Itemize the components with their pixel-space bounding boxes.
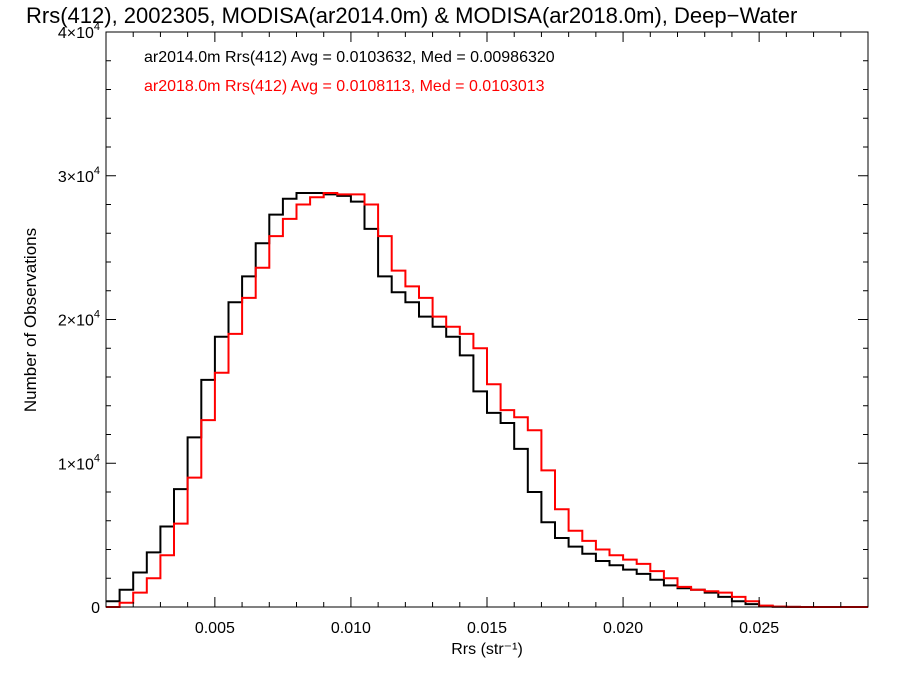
series-layer bbox=[106, 192, 868, 608]
x-tick-label: 0.010 bbox=[331, 620, 371, 637]
series-line-1 bbox=[106, 192, 868, 608]
y-tick-label: 0 bbox=[91, 600, 100, 617]
y-tick-label: 1×104 bbox=[58, 452, 100, 473]
x-axis-label: Rrs (str⁻¹) bbox=[451, 641, 523, 658]
legend-entry-ar2014: ar2014.0m Rrs(412) Avg = 0.0103632, Med … bbox=[144, 49, 555, 66]
plot-frame bbox=[105, 31, 869, 608]
y-tick-label: 4×104 bbox=[58, 21, 100, 42]
chart-title: Rrs(412), 2002305, MODISA(ar2014.0m) & M… bbox=[26, 3, 797, 28]
y-tick-label: 2×104 bbox=[58, 309, 100, 330]
x-axis-ticks: 0.005 0.010 0.015 0.020 0.025 bbox=[105, 32, 869, 637]
x-tick-label: 0.015 bbox=[467, 620, 507, 637]
x-tick-label: 0.020 bbox=[603, 620, 643, 637]
y-axis-label: Number of Observations bbox=[21, 228, 40, 412]
x-tick-label: 0.025 bbox=[739, 620, 779, 637]
y-tick-label: 3×104 bbox=[58, 165, 100, 186]
series-line-0 bbox=[106, 192, 868, 608]
x-tick-label: 0.005 bbox=[195, 620, 235, 637]
legend-entry-ar2018: ar2018.0m Rrs(412) Avg = 0.0108113, Med … bbox=[144, 78, 545, 95]
y-axis-ticks: 0 1×104 2×104 3×104 4×104 bbox=[58, 21, 868, 617]
